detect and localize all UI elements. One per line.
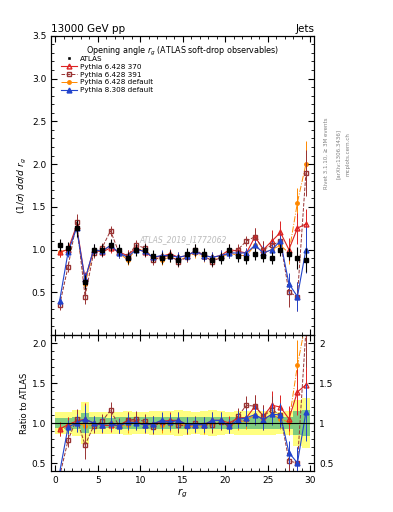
- Bar: [81, 413, 89, 433]
- Bar: [191, 412, 200, 434]
- Bar: [157, 411, 166, 436]
- Bar: [157, 417, 166, 429]
- Text: Jets: Jets: [296, 24, 314, 34]
- Bar: [174, 410, 183, 436]
- Bar: [285, 411, 293, 435]
- Bar: [208, 417, 217, 430]
- Bar: [302, 398, 310, 449]
- Bar: [98, 412, 106, 434]
- Text: Opening angle $r_g$ (ATLAS soft-drop observables): Opening angle $r_g$ (ATLAS soft-drop obs…: [86, 45, 279, 58]
- Bar: [115, 417, 123, 429]
- Bar: [268, 417, 276, 429]
- Bar: [106, 418, 115, 429]
- Bar: [200, 411, 208, 435]
- Bar: [200, 417, 208, 429]
- Bar: [276, 412, 285, 434]
- Text: [arXiv:1306.3436]: [arXiv:1306.3436]: [336, 129, 341, 179]
- Bar: [149, 417, 157, 429]
- Bar: [276, 417, 285, 429]
- Bar: [259, 417, 268, 429]
- Text: Rivet 3.1.10, ≥ 3M events: Rivet 3.1.10, ≥ 3M events: [324, 118, 329, 189]
- Bar: [166, 411, 174, 435]
- Bar: [72, 417, 81, 430]
- Bar: [242, 411, 251, 436]
- Bar: [64, 418, 72, 429]
- Bar: [55, 418, 64, 429]
- Bar: [183, 411, 191, 435]
- Bar: [123, 417, 132, 429]
- Bar: [166, 417, 174, 429]
- Bar: [174, 417, 183, 430]
- Bar: [259, 411, 268, 435]
- Bar: [132, 412, 140, 434]
- Bar: [89, 417, 98, 429]
- Bar: [140, 417, 149, 429]
- Y-axis label: Ratio to ATLAS: Ratio to ATLAS: [20, 372, 29, 434]
- Text: ATLAS_2019_I1772062: ATLAS_2019_I1772062: [139, 235, 226, 244]
- Bar: [217, 411, 225, 436]
- Bar: [293, 400, 302, 446]
- Bar: [123, 411, 132, 436]
- Bar: [64, 412, 72, 434]
- Bar: [285, 417, 293, 429]
- Bar: [242, 417, 251, 429]
- X-axis label: $r_g$: $r_g$: [178, 486, 188, 500]
- Text: mcplots.cern.ch: mcplots.cern.ch: [346, 132, 351, 176]
- Bar: [225, 417, 234, 429]
- Bar: [98, 417, 106, 429]
- Text: 13000 GeV pp: 13000 GeV pp: [51, 24, 125, 34]
- Bar: [217, 417, 225, 429]
- Bar: [55, 412, 64, 434]
- Bar: [115, 412, 123, 434]
- Bar: [191, 417, 200, 429]
- Bar: [293, 412, 302, 435]
- Bar: [72, 410, 81, 436]
- Bar: [140, 412, 149, 434]
- Legend: ATLAS, Pythia 6.428 370, Pythia 6.428 391, Pythia 6.428 default, Pythia 8.308 de: ATLAS, Pythia 6.428 370, Pythia 6.428 39…: [60, 54, 155, 95]
- Bar: [251, 417, 259, 429]
- Bar: [208, 410, 217, 436]
- Bar: [89, 412, 98, 434]
- Bar: [106, 412, 115, 434]
- Bar: [251, 411, 259, 435]
- Bar: [302, 410, 310, 436]
- Bar: [268, 411, 276, 436]
- Bar: [183, 417, 191, 429]
- Bar: [234, 411, 242, 435]
- Bar: [132, 417, 140, 429]
- Bar: [234, 417, 242, 429]
- Bar: [225, 412, 234, 434]
- Bar: [149, 411, 157, 435]
- Y-axis label: $(1/\sigma)$ $d\sigma/d$ $r_g$: $(1/\sigma)$ $d\sigma/d$ $r_g$: [16, 157, 29, 214]
- Bar: [81, 402, 89, 444]
